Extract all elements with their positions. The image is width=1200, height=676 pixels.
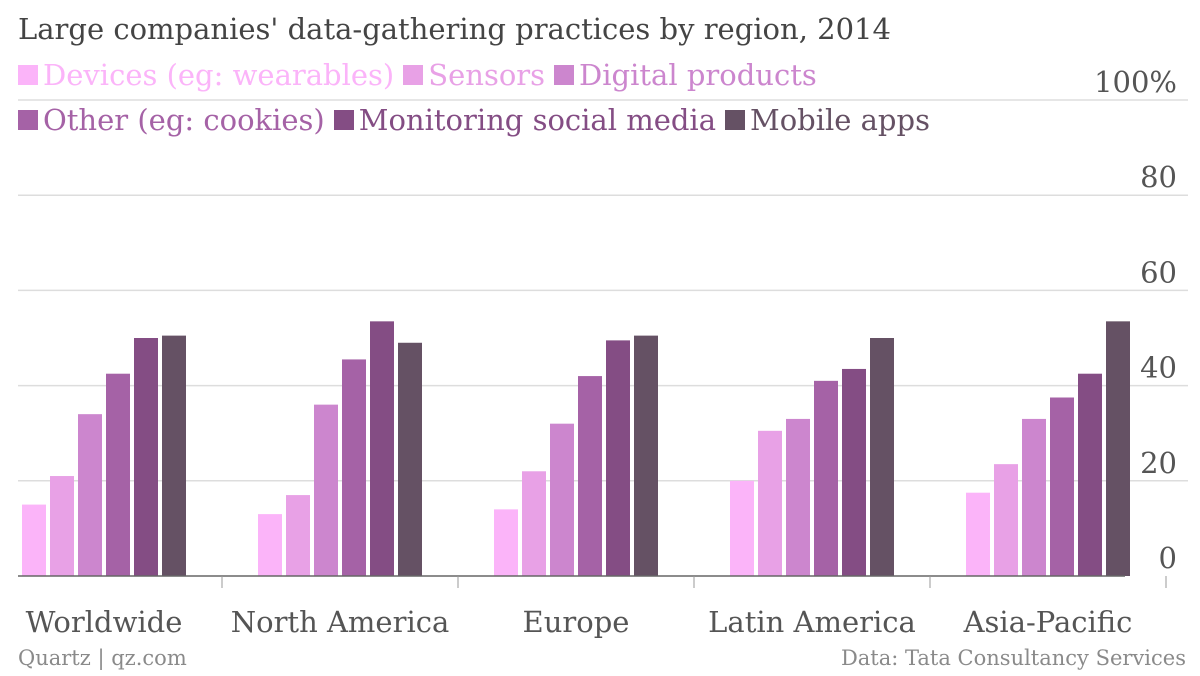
- bar-asia-pacific-devices-eg-wearables: [966, 492, 990, 576]
- legend-label: Digital products: [579, 58, 817, 92]
- legend-swatch: [18, 110, 38, 130]
- bar-latin-america-sensors: [758, 430, 782, 576]
- legend-item-digital-products: Digital products: [554, 58, 817, 92]
- y-tick-label: 0: [1159, 541, 1177, 575]
- legend-item-other-eg-cookies: Other (eg: cookies): [18, 103, 325, 137]
- x-category-label: Worldwide: [26, 605, 183, 639]
- legend-item-devices-eg-wearables: Devices (eg: wearables): [18, 58, 394, 92]
- bar-latin-america-devices-eg-wearables: [730, 480, 754, 576]
- x-category-label: North America: [231, 605, 450, 639]
- legend-item-mobile-apps: Mobile apps: [725, 103, 930, 137]
- bars: [22, 321, 1130, 576]
- gridlines: [18, 99, 1188, 482]
- legend-swatch: [403, 65, 424, 85]
- bar-europe-devices-eg-wearables: [494, 509, 518, 576]
- x-category-label: Asia-Pacific: [963, 605, 1133, 639]
- bar-asia-pacific-mobile-apps: [1106, 321, 1130, 576]
- legend-label: Mobile apps: [750, 103, 930, 137]
- legend-row-2: Other (eg: cookies) Monitoring social med…: [18, 100, 939, 140]
- bar-north-america-digital-products: [314, 404, 338, 576]
- legend-swatch: [333, 110, 354, 130]
- footer-source: Data: Tata Consultancy Services: [840, 646, 1186, 670]
- bar-worldwide-sensors: [50, 476, 74, 576]
- legend-label: Other (eg: cookies): [43, 103, 325, 137]
- bar-north-america-sensors: [286, 495, 310, 576]
- bar-europe-monitoring-social-media: [606, 340, 630, 576]
- bar-worldwide-mobile-apps: [162, 335, 186, 576]
- x-axis: [18, 575, 1167, 588]
- legend-row-1: Devices (eg: wearables) Sensors Digital pr…: [18, 55, 826, 95]
- bar-north-america-other-eg-cookies: [342, 359, 366, 576]
- bar-north-america-devices-eg-wearables: [258, 514, 282, 576]
- bar-worldwide-devices-eg-wearables: [22, 504, 46, 576]
- footer-credit: Quartz | qz.com: [18, 646, 187, 670]
- bar-north-america-monitoring-social-media: [370, 321, 394, 576]
- bar-latin-america-monitoring-social-media: [842, 368, 866, 576]
- bar-north-america-mobile-apps: [398, 342, 422, 576]
- legend-swatch: [725, 110, 745, 130]
- x-category-label: Latin America: [708, 605, 916, 639]
- bar-worldwide-other-eg-cookies: [106, 373, 130, 576]
- y-tick-label: 60: [1140, 255, 1177, 289]
- chart-title: Large companies' data-gathering practice…: [18, 12, 891, 46]
- bar-worldwide-monitoring-social-media: [134, 338, 158, 576]
- legend-label: Sensors: [428, 58, 546, 92]
- legend-item-sensors: Sensors: [403, 58, 545, 92]
- bar-latin-america-digital-products: [786, 418, 810, 576]
- y-tick-label: 100%: [1094, 65, 1177, 99]
- bar-latin-america-other-eg-cookies: [814, 380, 838, 576]
- bar-latin-america-mobile-apps: [870, 338, 894, 576]
- bar-asia-pacific-digital-products: [1022, 418, 1046, 576]
- y-tick-label: 20: [1140, 446, 1177, 480]
- bar-asia-pacific-monitoring-social-media: [1078, 373, 1102, 576]
- bar-europe-other-eg-cookies: [578, 376, 602, 576]
- legend-label: Monitoring social media: [358, 103, 716, 137]
- labels: 0 20 40 60 80 100% Worldwide North America Europ…: [26, 65, 1177, 639]
- legend-label: Devices (eg: wearables): [43, 58, 395, 92]
- bar-worldwide-digital-products: [78, 414, 102, 576]
- bar-asia-pacific-other-eg-cookies: [1050, 397, 1074, 576]
- y-tick-label: 80: [1140, 160, 1177, 194]
- legend-swatch: [18, 65, 38, 85]
- legend-swatch: [554, 65, 575, 85]
- legend-item-monitoring-social-media: Monitoring social media: [333, 103, 716, 137]
- bar-europe-sensors: [522, 471, 546, 576]
- y-tick-label: 40: [1140, 351, 1177, 385]
- x-category-label: Europe: [523, 605, 630, 639]
- bar-europe-digital-products: [550, 423, 574, 576]
- bar-europe-mobile-apps: [634, 335, 658, 576]
- bar-asia-pacific-sensors: [994, 464, 1018, 576]
